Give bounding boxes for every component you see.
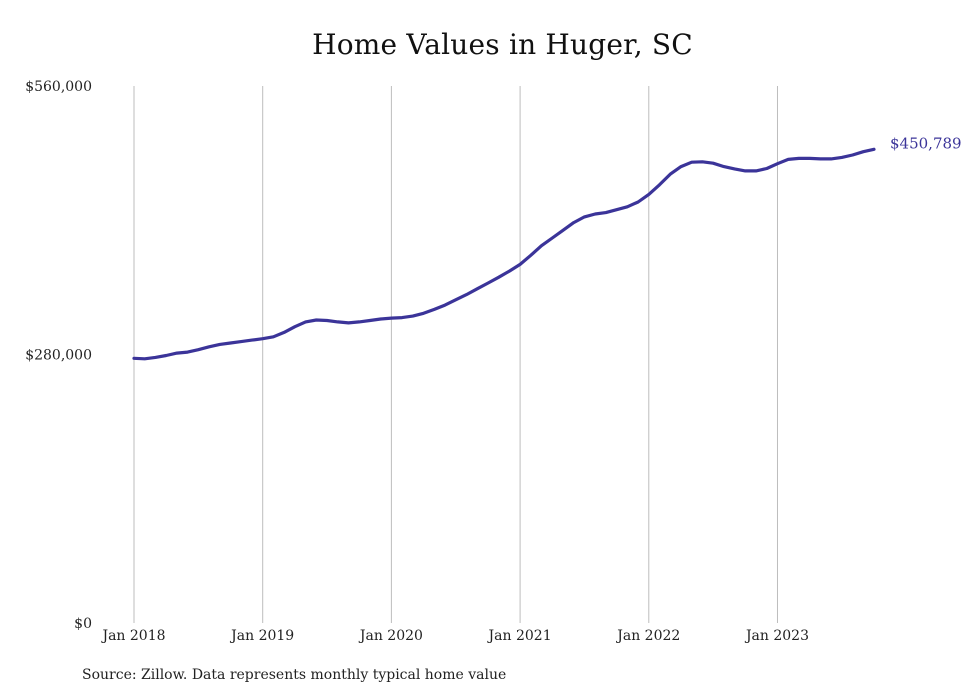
end-value-label: $450,789 [890,134,962,152]
x-tick-label: Jan 2020 [358,628,423,644]
x-tick-label: Jan 2023 [744,628,809,644]
y-axis-ticks: $0 $280,000 $560,000 [25,79,92,632]
series-line [132,147,876,361]
chart-title: Home Values in Huger, SC [312,28,693,61]
series-layer [132,147,876,361]
y-tick-label: $0 [74,616,92,632]
x-tick-label: Jan 2019 [229,628,294,644]
gridlines [133,86,778,623]
y-tick-label: $280,000 [25,348,92,364]
x-axis-ticks: Jan 2018 Jan 2019 Jan 2020 Jan 2021 Jan 2022… [100,628,809,644]
chart-source-note: Source: Zillow. Data represents monthly … [82,667,507,683]
y-tick-label: $560,000 [25,79,92,95]
x-tick-label: Jan 2021 [487,628,552,644]
x-tick-label: Jan 2022 [615,628,680,644]
x-tick-label: Jan 2018 [100,628,165,644]
label-layer: $450,789 [890,134,962,152]
